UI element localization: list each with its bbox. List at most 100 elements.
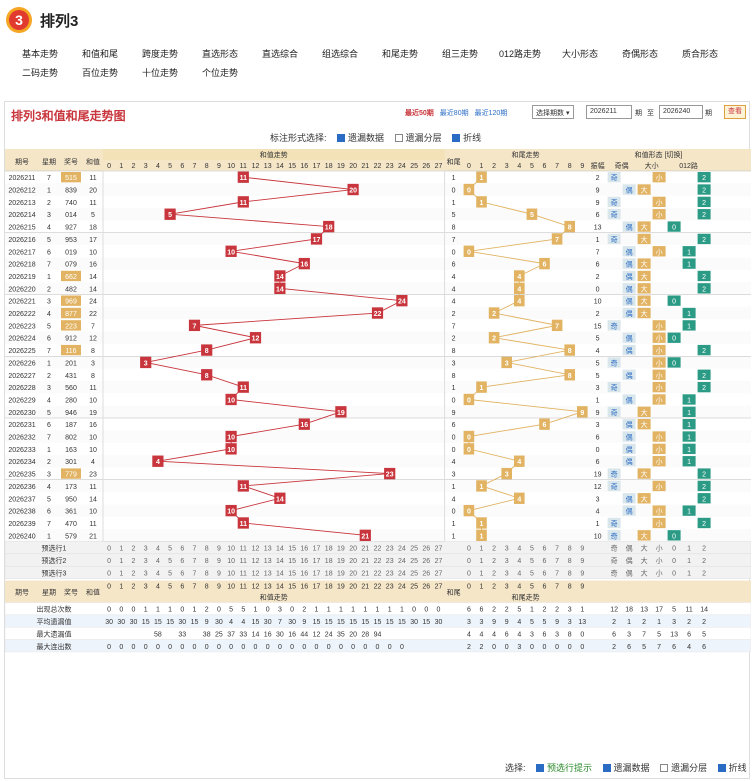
nav-link-row1-4[interactable]: 直选综合 — [261, 49, 298, 59]
checkbox-missing-data[interactable] — [337, 134, 346, 142]
stats-shape-cell: 1 — [627, 619, 631, 626]
nav-link-row1-1[interactable]: 和值和尾 — [81, 49, 118, 59]
checkbox-missing-layer[interactable] — [394, 134, 403, 142]
bs-ball — [637, 270, 651, 282]
sum-col-header: 4 — [156, 163, 160, 170]
bs-cell: 大 — [641, 420, 648, 429]
sum-col-header: 18 — [325, 163, 333, 170]
tail-cell: 4 — [452, 299, 456, 306]
tail-ball-num: 0 — [467, 397, 471, 404]
nav-link-row1-2[interactable]: 跨度走势 — [141, 49, 178, 59]
nav-link-row1-11[interactable]: 质合形态 — [681, 49, 718, 59]
amp-cell: 2 — [596, 311, 600, 318]
week-cell: 3 — [47, 299, 51, 306]
sum-cell: 14 — [89, 274, 97, 281]
sum-col-header: 8 — [205, 163, 209, 170]
stats-tail-cell: 2 — [480, 644, 484, 651]
bs-ball — [637, 221, 651, 232]
footer-checkbox-missing[interactable] — [602, 764, 611, 772]
stats-sum-cell: 12 — [313, 631, 321, 638]
footer-checkbox-predict[interactable] — [536, 764, 545, 772]
oe-ball — [622, 431, 636, 442]
footer-checkbox-polyline[interactable] — [717, 764, 726, 772]
nav-link-row1-3[interactable]: 直选形态 — [201, 49, 238, 59]
nav-link-row1-8[interactable]: 012路走势 — [498, 49, 542, 59]
footer-sum-col: 4 — [156, 584, 160, 591]
table-row — [5, 183, 751, 196]
stats-sum-cell: 0 — [241, 644, 245, 651]
predict-cell: 26 — [422, 558, 430, 565]
tail-ball-num: 8 — [568, 373, 572, 380]
predict-shape-cell: 大 — [641, 556, 648, 565]
footer-checkbox-layer[interactable] — [660, 764, 669, 772]
footer-week-header: 星期 — [42, 589, 56, 597]
prize-cell: 187 — [65, 422, 77, 429]
oe-cell: 奇 — [611, 235, 618, 244]
from-issue-input[interactable]: 2026211 — [586, 105, 632, 119]
to-issue-input[interactable]: 2026240 — [659, 105, 703, 119]
query-button[interactable]: 查看 — [724, 105, 746, 119]
predict-cell: 23 — [386, 558, 394, 565]
week-cell: 5 — [47, 237, 51, 244]
stats-sum-cell: 0 — [119, 644, 123, 651]
footer-header-bg — [5, 580, 751, 603]
stats-shape-cell: 18 — [625, 607, 633, 614]
stats-sum-cell: 0 — [278, 644, 282, 651]
predict-cell: 5 — [168, 546, 172, 553]
issue-cell: 2026215 — [8, 225, 35, 232]
stats-sum-cell: 1 — [376, 607, 380, 614]
nav-link-row1-7[interactable]: 组三走势 — [441, 49, 478, 59]
stats-sum-cell: 0 — [229, 644, 233, 651]
range-link-1[interactable]: 最近80期 — [439, 110, 469, 117]
oe-ball — [622, 369, 636, 380]
predict-row[interactable] — [5, 565, 751, 579]
predict-cell: 7 — [193, 546, 197, 553]
tail-cell: 1 — [452, 200, 456, 207]
sum-cell: 17 — [89, 237, 97, 244]
nav-link-row1-9[interactable]: 大小形态 — [561, 49, 598, 59]
predict-tail-cell: 1 — [480, 546, 484, 553]
nav-link-row2-2[interactable]: 十位走势 — [141, 68, 178, 78]
stats-sum-cell: 1 — [400, 607, 404, 614]
stats-sum-cell: 30 — [117, 619, 125, 626]
stats-sum-cell: 15 — [398, 619, 406, 626]
nav-link-row1-6[interactable]: 和尾走势 — [381, 49, 418, 59]
nav-link-row1-10[interactable]: 奇偶形态 — [621, 49, 658, 59]
nav-link-row1-0[interactable]: 基本走势 — [21, 49, 58, 59]
stats-sum-cell: 38 — [203, 631, 211, 638]
amp-cell: 2 — [596, 274, 600, 281]
sum-ball-num: 7 — [193, 323, 197, 330]
range-link-0[interactable]: 最近50期 — [405, 110, 434, 117]
bs-ball — [652, 517, 666, 529]
predict-cell: 27 — [435, 570, 443, 577]
stats-sum-cell: 30 — [178, 619, 186, 626]
checkbox-polyline[interactable] — [452, 134, 461, 142]
stats-sum-cell: 15 — [166, 619, 174, 626]
nav-link-row1-5[interactable]: 组选综合 — [321, 49, 358, 59]
issue-cell: 2026225 — [8, 348, 35, 355]
sum-cell: 10 — [89, 509, 97, 516]
bs-ball — [637, 258, 651, 269]
nav-link-row2-1[interactable]: 百位走势 — [81, 68, 118, 78]
amp-cell: 6 — [596, 459, 600, 466]
nav-link-row2-0[interactable]: 二码走势 — [21, 68, 58, 78]
predict-tail-cell: 6 — [543, 570, 547, 577]
oe-ball — [622, 456, 636, 467]
period-select[interactable]: 选择期数 ▾ — [532, 105, 574, 119]
bs-cell: 大 — [641, 235, 648, 244]
stats-shape-cell: 6 — [612, 631, 616, 638]
predict-cell: 21 — [361, 558, 369, 565]
nav-link-row2-3[interactable]: 个位走势 — [201, 68, 238, 78]
range-link-2[interactable]: 最近120期 — [474, 110, 508, 117]
r012-ball — [697, 381, 711, 393]
sum-col-header: 19 — [337, 163, 345, 170]
r012-cell: 1 — [687, 249, 691, 256]
oe-cell: 偶 — [626, 371, 633, 380]
predict-shape-cell: 0 — [672, 570, 676, 577]
r012-ball — [667, 357, 681, 368]
table-row — [5, 319, 751, 332]
r012-cell: 2 — [702, 484, 706, 491]
prize-cell: 079 — [65, 262, 77, 269]
stats-sum-cell: 44 — [300, 631, 308, 638]
stats-shape-cell: 17 — [655, 607, 663, 614]
